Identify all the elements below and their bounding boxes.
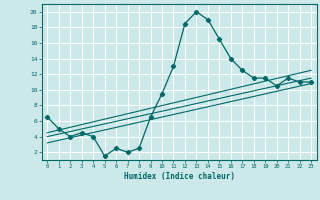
X-axis label: Humidex (Indice chaleur): Humidex (Indice chaleur) — [124, 172, 235, 181]
